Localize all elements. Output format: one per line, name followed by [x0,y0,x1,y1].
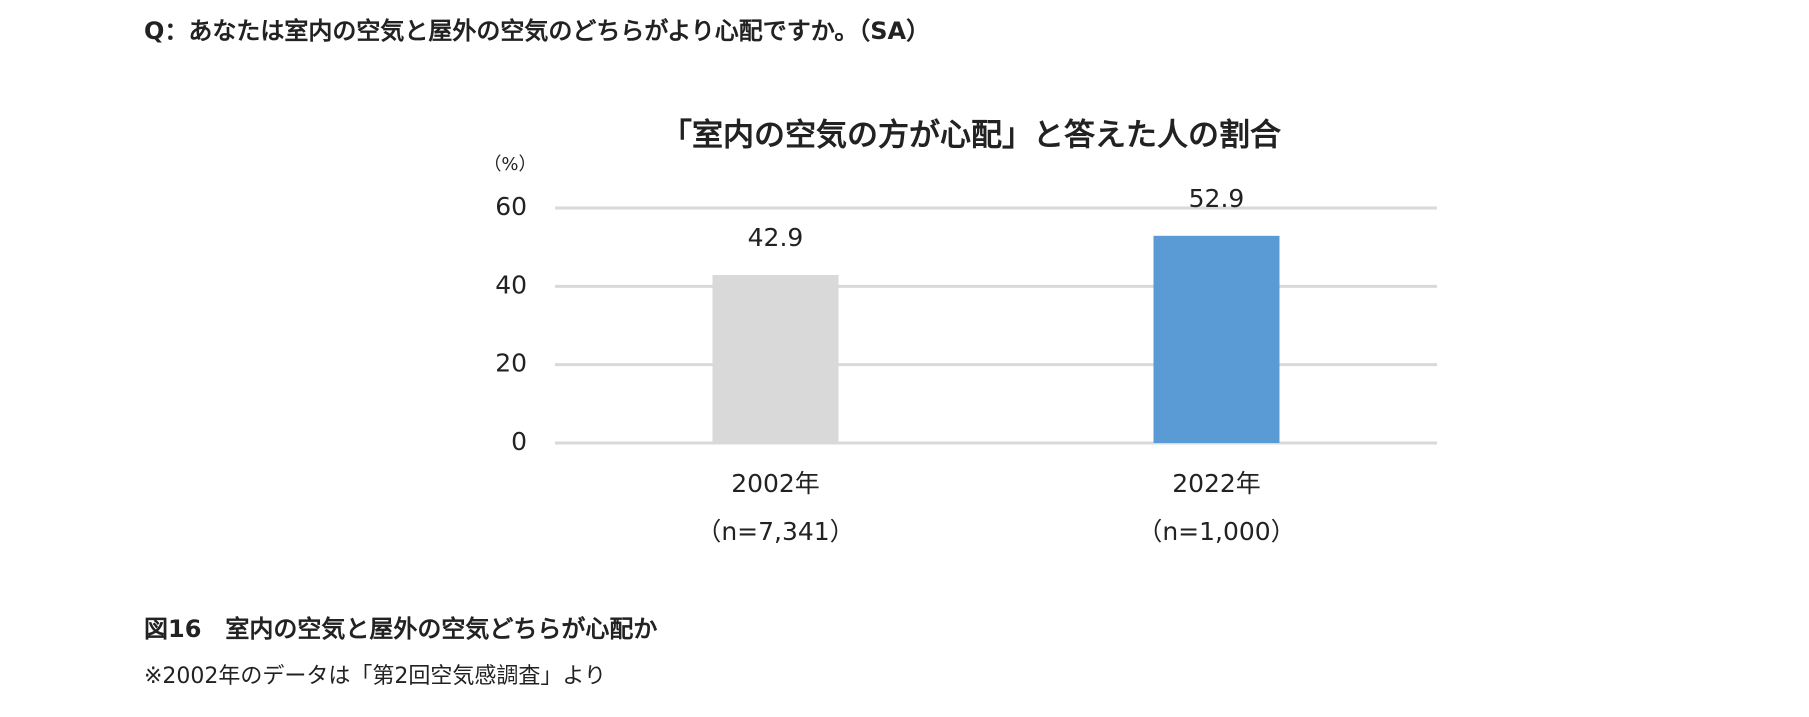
question: Q：あなたは室内の空気と屋外の空気のどちらがより心配ですか。（SA） [144,17,930,45]
y-tick-label: 40 [495,270,527,299]
sample-size: （n=7,341） [696,517,854,546]
chart-title: 「室内の空気の方が心配」と答えた人の割合 [661,118,1281,154]
y-axis-label: （%） [483,154,536,175]
y-tick-label: 60 [495,192,527,221]
figure-caption: 図16 室内の空気と屋外の空気どちらが心配か [144,615,657,643]
bar [712,274,839,443]
note: ※2002年のデータは「第2回空気感調査」より [144,664,606,689]
value-label: 52.9 [1189,184,1245,213]
x-tick-label: 2002年 [731,469,820,498]
bar [1153,235,1280,443]
x-tick-label: 2022年 [1172,469,1261,498]
y-tick-label: 20 [495,349,527,378]
y-tick-label: 0 [511,427,527,456]
value-label: 42.9 [748,223,804,252]
sample-size: （n=1,000） [1137,517,1295,546]
